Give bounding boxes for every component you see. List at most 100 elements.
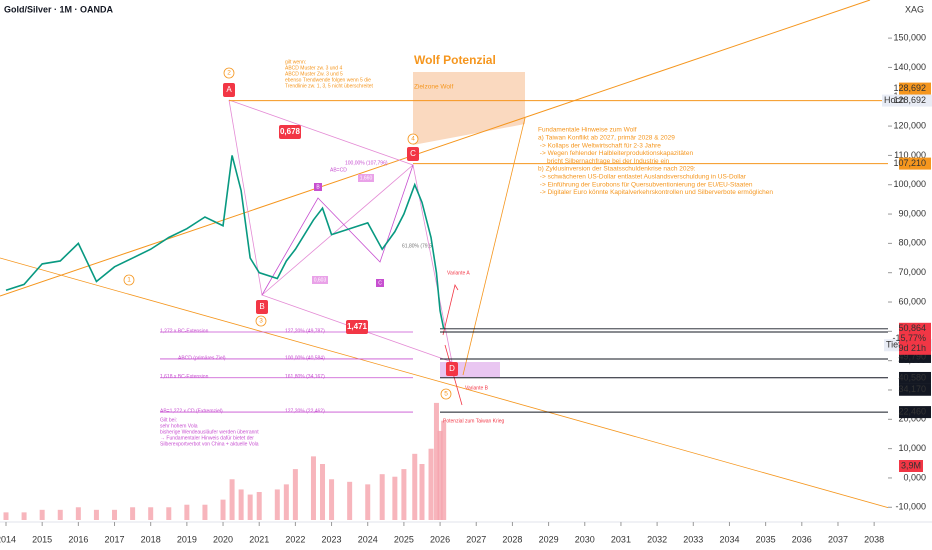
volume-bar [247,494,253,520]
x-tick-label: 2038 [864,534,884,544]
x-tick-label: 2028 [502,534,522,544]
abcd-line [261,164,414,296]
volume-bar [39,509,45,520]
currency: XAG [905,4,924,14]
x-tick-label: 2018 [141,534,161,544]
volume-bar [392,476,398,520]
point-label: D [449,364,455,373]
fib-name: ABCD (primäres Ziel) [178,355,226,361]
level-label: 22,460 [898,406,926,416]
y-tick-label: -10,000 [895,502,926,512]
wave-circle [440,388,452,400]
volume-bar [148,507,154,520]
ratio-small: 1,660 [360,175,373,181]
ratio-small-box [312,276,328,284]
x-tick-label: 2032 [647,534,667,544]
fib-label: 100,00% (40,584) [285,355,325,361]
fib-label: 127,20% (22,462) [285,408,325,414]
point-box [446,362,458,376]
y-tick-label: 0,000 [903,472,926,482]
price-box [899,322,931,355]
fib-label: 127,20% (49,787) [285,328,325,334]
volume-bar [320,464,326,520]
volume-bar [428,448,434,520]
high-box [882,94,932,107]
x-tick-label: 2037 [828,534,848,544]
volume-bar [347,481,353,520]
variant-b: Variante B [465,385,489,391]
volume-bar [292,469,298,520]
x-tick-label: 2029 [539,534,559,544]
volume-bar [220,499,226,520]
level-label: 107,210 [893,158,926,168]
extreme-note: bisherige Wendeausläufer werden überrann… [160,429,259,435]
fundamental-note: Fundamentale Hinweise zum Wolf [538,127,637,134]
volume-label-box [899,460,923,472]
condition-note: Trendlinie zw. 1, 3, 5 nicht überschreit… [285,83,374,89]
extreme-note: sehr hohem Vola [160,423,198,429]
fundamental-note: b) Zyklusinversion der Staatsschuldenkri… [538,166,696,173]
level-label: 128,692 [893,83,926,93]
fib-name: 1,618 x BC-Extension [160,374,209,380]
fib-b: 61,80% (79,5 [402,243,432,249]
x-tick-label: 2016 [68,534,88,544]
volume-label: 3,9M [901,460,921,470]
volume-bar [3,512,9,520]
volume-bar [256,492,262,520]
wave-label: 3 [259,318,263,325]
x-tick-label: 2025 [394,534,414,544]
x-tick-label: 2031 [611,534,631,544]
y-tick-label: 150,000 [893,32,926,42]
abcd-small: AB=CD [330,167,347,173]
x-tick-label: 2035 [756,534,776,544]
volume-bar [379,474,385,520]
x-tick-label: 2033 [683,534,703,544]
level-label: 40,580 [898,372,926,382]
point-box [407,147,419,161]
fib-name: 1,272 x BC-Extension [160,328,209,334]
condition-note: ABCD Muster zw. 3 und 4 [285,65,342,71]
high-label: 128,692 [893,95,926,105]
small-point-label: B [316,184,320,190]
trend-line [0,0,871,297]
x-tick-label: 2017 [105,534,125,544]
condition-note: gilt wenn: [285,59,306,65]
x-tick-label: 2020 [213,534,233,544]
y-tick-label: 110,000 [894,150,926,160]
x-tick-label: 2021 [249,534,269,544]
condition-note: ABCD Muster Zw. 3 und 5 [285,71,343,77]
volume-bar [433,402,439,520]
x-tick-label: 2034 [719,534,739,544]
price-change: -15,77% [892,333,926,343]
projection-line [462,117,526,376]
wave-circle [407,133,419,145]
ratio-label: 0,678 [280,127,301,136]
wave-label: 2 [227,70,231,77]
y-tick-label: 90,000 [898,208,926,218]
volume-bar [112,509,118,520]
x-tick-label: 2019 [177,534,197,544]
x-tick-label: 2036 [792,534,812,544]
level-label: 49,790 [898,351,926,361]
high-name: Hoch [884,95,905,105]
variant-a-arrow [442,283,459,336]
condition-note: ebenso Trendwende folgen wenn 5 die [285,77,371,83]
low-name: Tief [886,340,901,350]
volume-bar [229,479,235,520]
y-tick-label: 120,000 [893,120,926,130]
small-point-box [376,279,384,287]
wave-circle [123,274,135,286]
ratio-box [346,320,368,334]
x-tick-label: 2024 [358,534,378,544]
x-tick-label: 2014 [0,534,16,544]
fib-name: AB=1,272 x CD (Extremziel) [160,408,223,414]
fundamental-note: bricht Silbernachfrage bei der Industrie… [538,158,670,165]
extreme-note: → Fundamentaler Hinweis dafür bietet der [160,435,254,441]
volume-bar [365,484,371,520]
volume-bar [93,509,99,520]
wolf-title: Wolf Potenzial [414,53,496,67]
volume-bar [21,512,27,520]
fundamental-note: -> Einführung der Eurobons für Quersubve… [538,181,753,188]
volume-bar [57,509,63,520]
